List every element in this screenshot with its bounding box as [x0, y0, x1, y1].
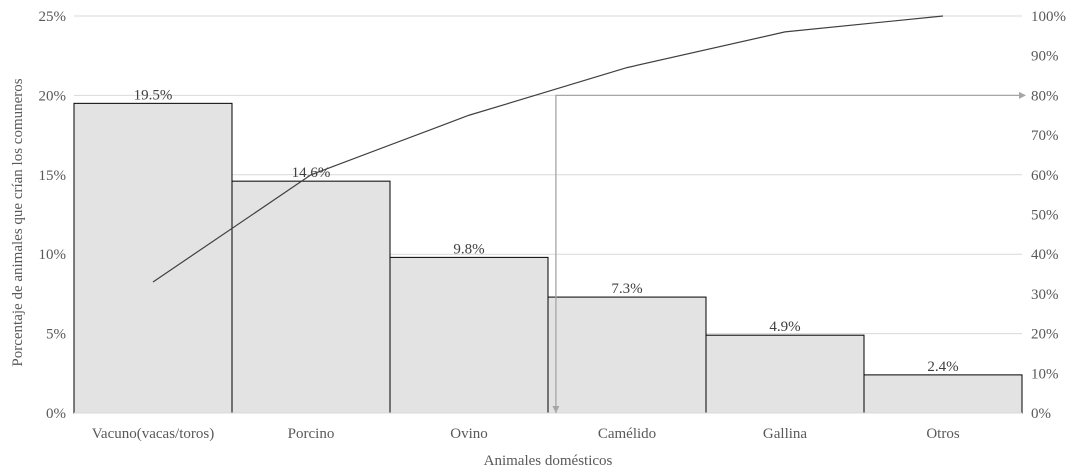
data-label: 7.3%	[611, 281, 642, 297]
y-right-tick-label: 20%	[1031, 327, 1059, 343]
bar-3	[389, 256, 549, 414]
threshold-arrow-right	[1019, 91, 1026, 99]
data-labels: 19.5% 14.6% 9.8% 7.3% 4.9% 2.4%	[134, 87, 959, 375]
x-tick-label: Ovino	[450, 426, 488, 442]
bar-5	[705, 334, 865, 414]
y-right-tick-label: 60%	[1031, 168, 1059, 184]
threshold-line	[555, 94, 1025, 413]
x-tick-label: Vacuno(vacas/toros)	[92, 426, 214, 442]
x-axis-title: Animales domésticos	[484, 453, 613, 469]
y-tick-label: 0%	[46, 406, 66, 422]
x-tick-label: Camélido	[598, 426, 656, 442]
y-right-tick-label: 0%	[1031, 406, 1051, 422]
y-axis-left: 0% 5% 10% 15% 20% 25%	[39, 9, 67, 422]
x-axis: Vacuno(vacas/toros) Porcino Ovino Camélido G…	[92, 426, 960, 442]
y-tick-label: 15%	[39, 168, 67, 184]
pareto-threshold	[552, 91, 1026, 413]
data-label: 9.8%	[453, 241, 484, 257]
cumulative-line-group	[152, 15, 944, 283]
bar-4	[547, 296, 707, 414]
bar-2	[231, 180, 391, 414]
data-label: 2.4%	[927, 359, 958, 375]
y-tick-label: 5%	[46, 327, 66, 343]
y-right-tick-label: 80%	[1031, 88, 1059, 104]
bar-1	[73, 102, 233, 414]
y-right-tick-label: 50%	[1031, 208, 1059, 224]
x-tick-label: Otros	[926, 426, 959, 442]
y-axis-right: 0% 10% 20% 30% 40% 50% 60% 70% 80% 90% 100%	[1031, 9, 1066, 422]
bars	[73, 102, 1023, 414]
y-right-tick-label: 10%	[1031, 366, 1059, 382]
data-label: 4.9%	[769, 319, 800, 335]
data-label: 19.5%	[134, 87, 173, 103]
cumulative-line	[152, 15, 944, 283]
threshold-arrow-down	[552, 406, 560, 413]
y-right-tick-label: 90%	[1031, 49, 1059, 65]
y-axis-title: Porcentaje de animales que crían los com…	[10, 78, 26, 366]
y-right-tick-label: 100%	[1031, 9, 1066, 25]
y-tick-label: 25%	[39, 9, 67, 25]
bar-6	[863, 374, 1023, 414]
x-tick-label: Porcino	[288, 426, 335, 442]
x-tick-label: Gallina	[763, 426, 807, 442]
y-right-tick-label: 40%	[1031, 247, 1059, 263]
y-right-tick-label: 70%	[1031, 128, 1059, 144]
data-label: 14.6%	[292, 165, 331, 181]
y-right-tick-label: 30%	[1031, 287, 1059, 303]
y-tick-label: 10%	[39, 247, 67, 263]
y-tick-label: 20%	[39, 88, 67, 104]
